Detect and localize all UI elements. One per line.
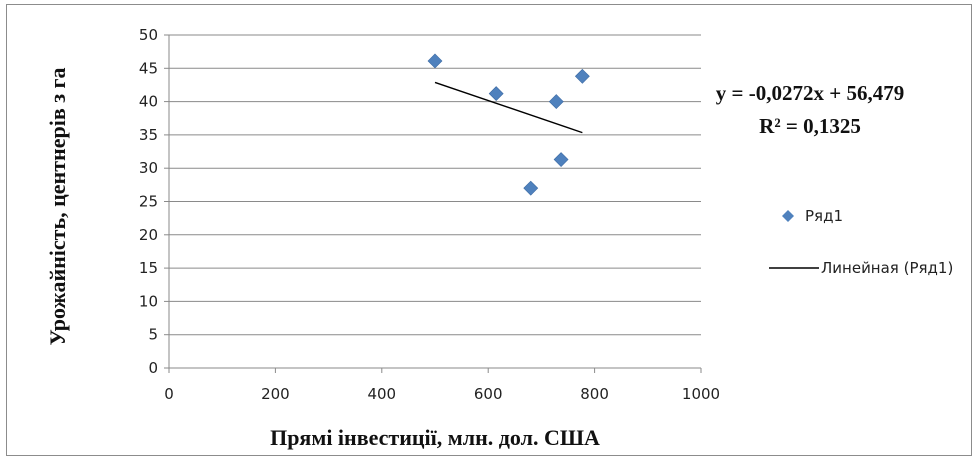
trendline-r-squared: R² = 0,1325 <box>759 114 861 138</box>
data-points <box>427 53 590 196</box>
x-tick-label: 200 <box>261 385 290 403</box>
y-tick-label: 0 <box>148 359 158 377</box>
legend: Ряд1 Линейная (Ряд1) <box>769 207 953 277</box>
y-tick-labels: 0 5 10 15 20 25 30 35 40 45 50 <box>139 26 158 377</box>
y-tick-label: 45 <box>139 59 158 77</box>
legend-label-trendline: Линейная (Ряд1) <box>821 259 953 277</box>
chart-frame: 0 5 10 15 20 25 30 35 40 45 50 0 200 400 600 800 1000 y… <box>6 4 972 456</box>
x-tick-labels: 0 200 400 600 800 1000 <box>164 385 720 403</box>
trendline-group <box>434 81 583 134</box>
y-tick-label: 35 <box>139 126 158 144</box>
data-point <box>488 86 504 102</box>
x-tick-label: 0 <box>164 385 174 403</box>
scatter-chart: 0 5 10 15 20 25 30 35 40 45 50 0 200 400 600 800 1000 y… <box>45 26 953 450</box>
x-tick-label: 800 <box>580 385 609 403</box>
data-point <box>427 53 443 69</box>
y-axis-title: Урожайність, центнерів з га <box>45 67 70 345</box>
legend-label-series: Ряд1 <box>805 207 843 225</box>
data-point <box>548 94 564 110</box>
y-tick-label: 20 <box>139 226 158 244</box>
x-tick-label: 600 <box>474 385 503 403</box>
y-tick-label: 15 <box>139 259 158 277</box>
data-point <box>553 152 569 167</box>
y-tick-label: 10 <box>139 292 158 310</box>
x-tick-label: 1000 <box>682 385 720 403</box>
trendline-equation: y = -0,0272x + 56,479 <box>716 81 904 105</box>
x-tick-label: 400 <box>367 385 396 403</box>
y-tick-label: 40 <box>139 93 158 111</box>
axes <box>164 34 702 373</box>
legend-marker-series <box>782 210 794 222</box>
trendline <box>434 81 583 134</box>
grid <box>169 34 701 336</box>
data-point <box>523 180 539 196</box>
y-tick-label: 30 <box>139 159 158 177</box>
x-axis-title: Прямі інвестиції, млн. дол. США <box>270 425 600 450</box>
y-tick-label: 50 <box>139 26 158 44</box>
data-point <box>574 68 590 84</box>
y-tick-label: 5 <box>148 326 158 344</box>
y-tick-label: 25 <box>139 193 158 211</box>
